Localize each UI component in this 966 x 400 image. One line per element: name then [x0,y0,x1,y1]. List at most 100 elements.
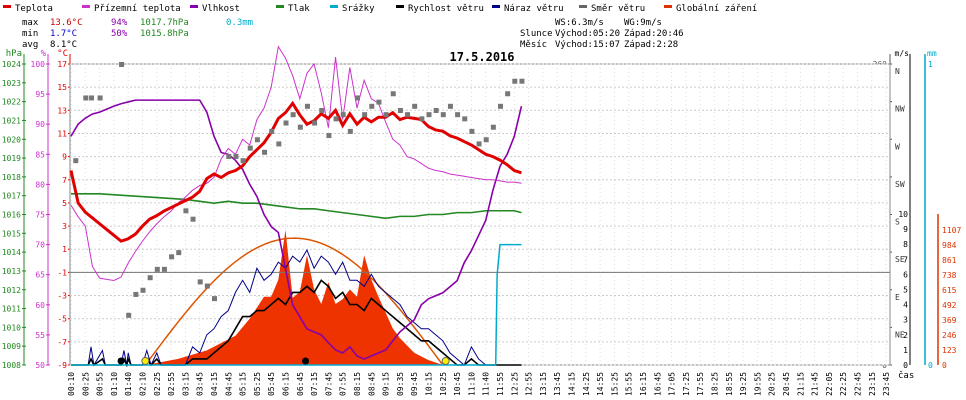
wind-dir-point-35 [347,128,353,134]
x-tick-10: 04:15 [210,372,219,396]
wind-dir-point-2 [89,95,95,101]
wind-dir-point-31 [319,107,325,113]
x-axis-label: čas [898,370,914,381]
axis-ms-tick-2: 8 [903,240,908,249]
stat-sun-set: Západ:20:46 [624,29,684,39]
wind-dir-point-32 [326,133,332,139]
axis-pct-tick-8: 60 [35,301,45,310]
wind-dir-point-34 [340,112,346,118]
wind-dir-point-3 [97,95,103,101]
wind-dir-point-17 [212,296,217,302]
wind-dir-point-14 [190,216,196,222]
axis-wm-tick-5: 492 [942,301,957,310]
axis-temp-tick-8: 1 [62,245,67,254]
wind-dir-point-10 [161,266,167,272]
wind-dir-point-11 [169,254,175,260]
axis-mm-tick-0: 1 [928,60,933,69]
axis-temp-tick-10: -3 [57,292,67,301]
legend-label-7: Směr větru [591,4,645,14]
axis-mm-tick-1: 0 [928,361,933,370]
stat-max-rain: 0.3mm [226,18,253,28]
wind-dir-point-51 [462,116,468,122]
stat-max-hum: 94% [111,18,128,28]
x-tick-57: 23:45 [882,372,891,396]
plot-area [69,45,891,368]
wind-dir-point-13 [183,208,189,214]
x-tick-35: 14:15 [568,372,577,396]
x-tick-15: 06:15 [282,372,291,396]
legend-label-5: Rychlost větru [408,4,484,14]
axis-hpa-tick-13: 1011 [2,305,21,314]
axis-pct-unit: % [41,49,47,59]
x-axis: 00:10 00:25 00:55 01:10 01:40 02:10 02:25 02:55… [67,370,914,396]
x-tick-50: 20:45 [782,372,791,396]
wind-dir-point-52 [469,128,475,134]
axis-pct-tick-3: 85 [35,150,45,159]
x-tick-6: 02:25 [153,372,162,396]
wind-dir-point-25 [276,141,282,147]
axis-ms-tick-5: 5 [903,286,908,295]
stat-min-hum: 50% [111,29,128,39]
axis-dir-tick-2: W [895,142,900,151]
axis-mm-unit: mm [927,49,937,58]
x-tick-3: 01:10 [110,372,119,396]
wind-dir-point-49 [447,103,453,109]
sunset-marker [441,357,450,365]
stat-max-label: max [22,18,39,28]
axis-ms-tick-7: 3 [903,316,908,325]
axis-ms-tick-4: 6 [903,270,908,279]
x-tick-33: 13:15 [539,372,548,396]
wind-dir-point-5 [126,312,132,318]
series-rain [71,243,522,366]
legend-swatch-3 [276,5,284,8]
axis-temp-tick-2: 13 [57,106,67,115]
axis-pct-tick-5: 75 [35,211,45,220]
x-tick-5: 02:10 [139,372,148,396]
legend: Teplota Přízemní teplota Vlhkost Tlak Srážky… [3,4,757,14]
wind-dir-point-7 [140,287,146,293]
x-tick-34: 13:45 [553,372,562,396]
wind-dir-point-43 [405,112,411,118]
x-tick-31: 12:25 [510,372,519,396]
sunrise-marker [141,357,150,365]
x-tick-11: 04:45 [224,372,233,396]
x-tick-20: 08:15 [353,372,362,396]
x-tick-16: 06:45 [296,372,305,396]
stat-moon-set: Západ:2:28 [624,40,678,50]
axis-hpa-tick-0: 1024 [2,60,21,69]
x-tick-40: 16:15 [639,372,648,396]
legend-label-4: Srážky [342,4,375,14]
wind-dir-point-29 [304,103,310,109]
x-tick-28: 11:10 [467,372,476,396]
x-tick-43: 17:25 [682,372,691,396]
axis-hpa-tick-7: 1017 [2,192,21,201]
axis-hpa-unit: hPa [6,49,22,59]
axis-hpa-tick-12: 1012 [2,286,21,295]
x-tick-26: 10:25 [439,372,448,396]
x-tick-38: 15:25 [610,372,619,396]
wind-dir-point-45 [419,116,425,122]
axis-hpa-tick-4: 1020 [2,135,21,144]
wind-dir-point-40 [383,112,389,118]
stat-min-press: 1015.8hPa [140,29,189,39]
axis-temp-tick-3: 11 [57,129,67,138]
x-tick-22: 09:15 [382,372,391,396]
axis-temp-tick-6: 5 [62,199,67,208]
axis-hpa-tick-1: 1023 [2,79,21,88]
legend-label-0: Teplota [15,4,53,14]
x-tick-25: 10:15 [425,372,434,396]
stat-max-press: 1017.7hPa [140,18,189,28]
wind-dir-point-22 [254,137,260,143]
x-tick-44: 17:55 [696,372,705,396]
x-tick-23: 09:35 [396,372,405,396]
wind-dir-point-19 [233,153,239,159]
x-tick-47: 19:25 [739,372,748,396]
x-tick-32: 12:55 [525,372,534,396]
axis-dir-tick-0: N [895,67,900,76]
chart-title: 17.5.2016 [449,50,514,64]
x-tick-19: 07:55 [339,372,348,396]
x-tick-39: 15:55 [625,372,634,396]
legend-label-6: Náraz větru [504,4,564,14]
wind-dir-point-36 [355,95,360,101]
